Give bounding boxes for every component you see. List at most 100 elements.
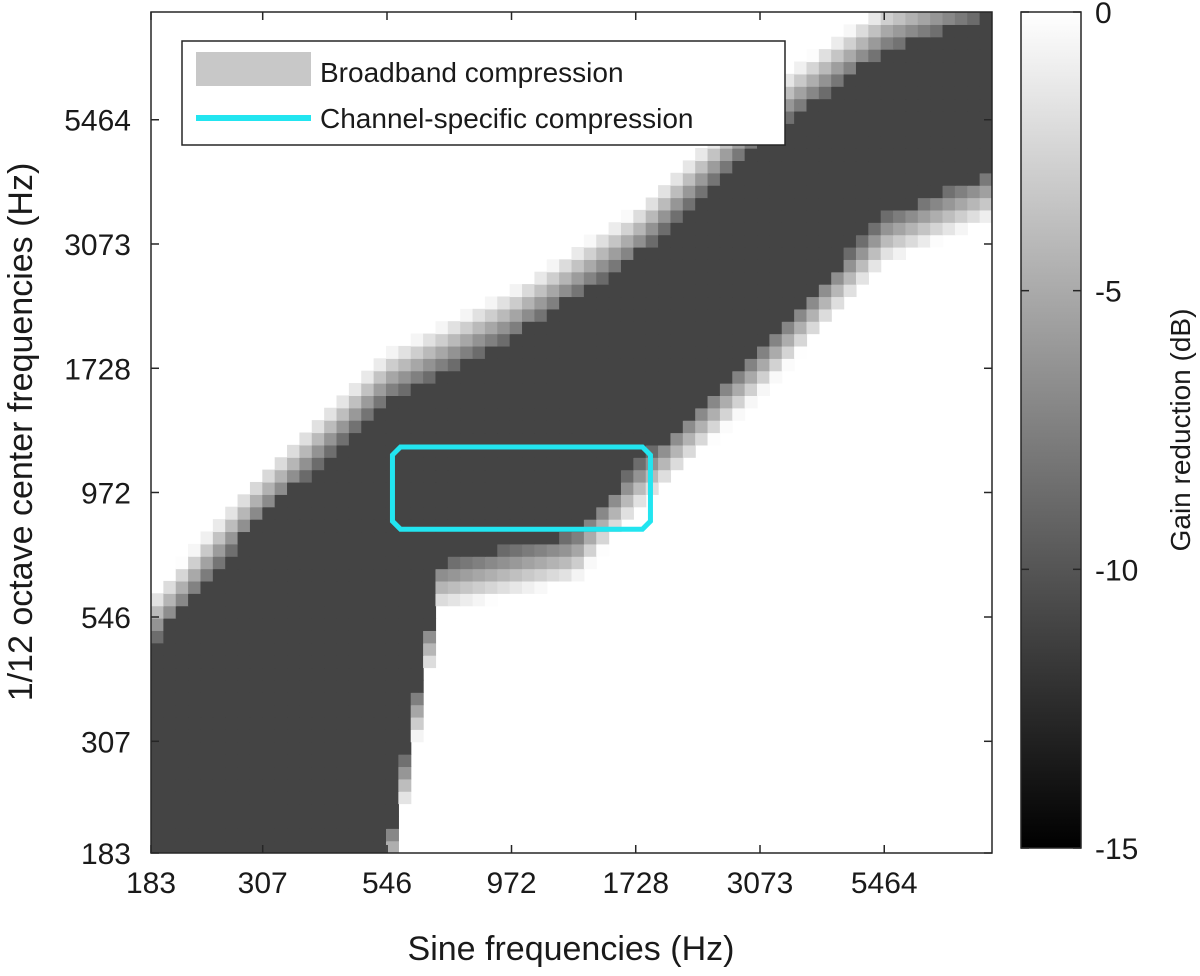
heatmap-cell	[719, 383, 733, 396]
heatmap-cell	[188, 840, 202, 853]
heatmap-cell	[905, 24, 919, 38]
heatmap-cell	[608, 494, 622, 508]
heatmap-cell	[299, 754, 313, 768]
heatmap-cell	[200, 605, 214, 619]
heatmap-cell	[954, 110, 968, 124]
heatmap-cell	[497, 333, 511, 347]
heatmap-cell	[324, 840, 338, 853]
heatmap-cell	[583, 370, 597, 384]
heatmap-cell	[336, 494, 350, 508]
heatmap-cell	[311, 741, 325, 755]
heatmap-cell	[175, 655, 189, 669]
heatmap-cell	[361, 519, 375, 533]
heatmap-cell	[831, 234, 845, 248]
heatmap-cell	[583, 284, 597, 298]
heatmap-cell	[559, 333, 573, 347]
heatmap-cell	[336, 407, 350, 421]
heatmap-cell	[645, 432, 659, 446]
heatmap-cell	[373, 370, 387, 384]
heatmap-cell	[472, 469, 486, 483]
heatmap-cell	[398, 383, 412, 396]
heatmap-cell	[385, 432, 399, 446]
heatmap-cell	[843, 197, 857, 211]
heatmap-cell	[348, 383, 362, 396]
heatmap-cell	[447, 457, 461, 471]
heatmap-cell	[447, 568, 461, 582]
heatmap-cell	[682, 284, 696, 298]
heatmap-cell	[757, 345, 770, 359]
heatmap-cell	[732, 197, 746, 211]
heatmap-cell	[373, 395, 387, 409]
heatmap-cell	[398, 580, 412, 594]
heatmap-cell	[954, 24, 968, 38]
heatmap-cell	[930, 49, 944, 63]
heatmap-cell	[249, 704, 263, 718]
heatmap-cell	[373, 741, 387, 755]
heatmap-cell	[831, 49, 845, 63]
heatmap-cell	[460, 506, 474, 520]
heatmap-cell	[670, 246, 684, 260]
colorbar-title: Gain reduction (dB)	[1165, 309, 1196, 552]
x-tick-label: 3073	[727, 867, 794, 900]
heatmap-cell	[299, 506, 313, 520]
heatmap-cell	[893, 123, 907, 137]
heatmap-cell	[200, 655, 214, 669]
heatmap-cell	[484, 469, 498, 483]
heatmap-cell	[757, 308, 770, 322]
heatmap-cell	[645, 296, 659, 310]
heatmap-cell	[212, 655, 226, 669]
heatmap-cell	[423, 481, 437, 495]
heatmap-cell	[806, 321, 820, 335]
heatmap-cell	[410, 618, 424, 631]
heatmap-cell	[324, 457, 338, 471]
heatmap-cell	[633, 395, 647, 409]
heatmap-cell	[707, 383, 721, 396]
heatmap-cell	[287, 494, 301, 508]
heatmap-cell	[262, 556, 276, 570]
heatmap-cell	[942, 172, 956, 186]
heatmap-cell	[212, 803, 226, 817]
heatmap-cell	[880, 172, 894, 186]
heatmap-cell	[868, 185, 882, 199]
heatmap-cell	[843, 185, 857, 199]
heatmap-cell	[200, 556, 214, 570]
heatmap-cell	[806, 49, 820, 63]
heatmap-cell	[620, 321, 634, 335]
heatmap-cell	[200, 716, 214, 730]
heatmap-cell	[410, 716, 424, 730]
heatmap-cell	[546, 481, 560, 495]
heatmap-cell	[151, 840, 164, 853]
heatmap-cell	[311, 729, 325, 743]
heatmap-cell	[979, 172, 992, 186]
heatmap-cell	[509, 580, 523, 594]
heatmap-cell	[954, 197, 968, 211]
heatmap-cell	[954, 135, 968, 149]
heatmap-cell	[225, 754, 239, 768]
heatmap-cell	[781, 222, 795, 236]
heatmap-cell	[620, 333, 634, 347]
heatmap-cell	[274, 840, 288, 853]
heatmap-cell	[410, 432, 424, 446]
heatmap-cell	[237, 766, 251, 780]
heatmap-cell	[596, 333, 610, 347]
heatmap-cell	[942, 24, 956, 38]
heatmap-cell	[658, 383, 672, 396]
heatmap-cell	[818, 296, 832, 310]
heatmap-cell	[967, 73, 981, 87]
heatmap-cell	[942, 209, 956, 223]
heatmap-cell	[559, 481, 573, 495]
heatmap-cell	[769, 197, 783, 211]
heatmap-cell	[212, 778, 226, 792]
heatmap-cell	[979, 36, 992, 50]
heatmap-cell	[732, 370, 746, 384]
heatmap-cell	[794, 148, 808, 162]
heatmap-cell	[868, 222, 882, 236]
heatmap-cell	[299, 815, 313, 829]
heatmap-cell	[719, 345, 733, 359]
heatmap-cell	[299, 469, 313, 483]
heatmap-cell	[930, 98, 944, 112]
heatmap-cell	[311, 642, 325, 656]
heatmap-cell	[794, 197, 808, 211]
heatmap-cell	[509, 531, 523, 545]
